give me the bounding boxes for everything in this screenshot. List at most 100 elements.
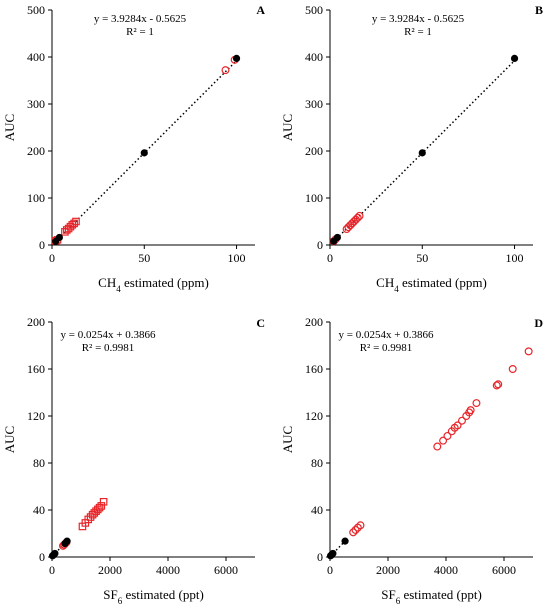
y-tick-label: 500 [27,3,45,17]
trendline-equation: y = 0.0254x + 0.3866 [61,329,156,341]
y-axis-title: AUC [2,114,17,141]
data-point-circle [508,365,517,374]
data-point-square [95,503,104,512]
y-tick-label: 300 [27,97,45,111]
x-tick-label: 50 [416,251,428,265]
x-tick-label: 0 [49,251,55,265]
x-axis-title-main: SF [381,587,395,602]
data-point-circle [492,381,501,390]
data-point-square [84,515,93,524]
trendline-r-squared: R² = 1 [404,26,432,38]
x-axis-title-main: CH [98,275,116,290]
data-point-circle [356,521,365,530]
x-axis-title-subscript: 4 [394,284,399,294]
y-tick-label: 0 [317,238,323,252]
y-axis-title: AUC [280,426,295,453]
y-tick-label: 200 [27,315,45,329]
x-axis-title-rest: estimated (ppm) [121,275,209,290]
y-tick-label: 100 [27,191,45,205]
y-axis-title: AUC [280,114,295,141]
data-point-standard [418,149,426,157]
trendline [333,60,516,243]
trendline-r-squared: R² = 1 [126,26,154,38]
panel-letter: B [535,3,543,17]
data-point-square [97,502,106,510]
y-tick-label: 0 [317,550,323,564]
x-tick-label: 6000 [214,563,238,577]
trendline-equation: y = 3.9284x - 0.5625 [94,13,187,25]
y-tick-label: 80 [33,456,45,470]
x-tick-label: 4000 [156,563,180,577]
trendline [55,60,238,243]
y-tick-label: 200 [305,144,323,158]
y-tick-label: 40 [311,503,323,517]
data-point-circle [439,436,448,445]
x-axis-title-subscript: 6 [118,596,123,606]
x-axis-title-rest: estimated (ppm) [399,275,487,290]
data-point-circle [524,347,533,356]
x-axis-title: SF6 estimated (ppt) [103,587,204,606]
data-point-standard [510,54,519,63]
x-axis-title: SF6 estimated (ppt) [381,587,482,606]
data-point-standard [51,549,59,558]
chart-panel-b: 0 100 200 300 400 500 0 50 100 AUC CH4 estimated (… [280,3,543,294]
data-point-square [99,497,108,506]
panel-letter: C [256,316,265,330]
y-tick-label: 120 [305,409,323,423]
data-point-circle [453,421,462,430]
x-axis-title: CH4 estimated (ppm) [98,275,209,294]
y-axis-title: AUC [2,426,17,453]
data-point-circle [349,528,358,537]
x-tick-label: 100 [228,251,246,265]
trendline-equation: y = 0.0254x + 0.3866 [339,329,434,341]
x-tick-label: 2000 [376,563,400,577]
data-point-circle [221,66,230,75]
y-tick-label: 200 [27,144,45,158]
x-tick-label: 50 [138,251,150,265]
y-tick-label: 120 [27,409,45,423]
chart-panel-a: 0 100 200 300 400 500 0 50 100 AUC CH4 estimated (… [2,3,265,294]
y-tick-label: 160 [305,362,323,376]
y-tick-label: 80 [311,456,323,470]
y-tick-label: 0 [39,238,45,252]
x-tick-label: 0 [49,563,55,577]
data-point-circle [443,431,452,440]
data-point-square [72,217,80,226]
y-tick-label: 500 [305,3,323,17]
y-tick-label: 100 [305,191,323,205]
data-point-circle [353,523,362,532]
x-axis-title-rest: estimated (ppt) [122,587,204,602]
data-point-standard [333,233,341,242]
data-point-circle [466,406,475,415]
y-tick-label: 40 [33,503,45,517]
x-axis-title-main: SF [103,587,117,602]
y-tick-label: 400 [305,50,323,64]
x-tick-label: 0 [327,563,333,577]
data-point-standard [55,233,63,242]
x-tick-label: 0 [327,251,333,265]
data-point-circle [457,416,466,425]
y-tick-label: 200 [305,315,323,329]
y-tick-label: 160 [27,362,45,376]
x-tick-label: 100 [506,251,524,265]
data-point-standard [140,149,148,157]
y-tick-label: 400 [27,50,45,64]
panel-letter: A [256,3,265,17]
trendline-r-squared: R² = 0.9981 [360,342,413,354]
x-axis-title: CH4 estimated (ppm) [376,275,487,294]
y-tick-label: 0 [39,550,45,564]
y-tick-label: 300 [305,97,323,111]
data-point-standard [232,54,241,63]
data-point-standard [341,537,349,545]
x-axis-title-main: CH [376,275,394,290]
x-tick-label: 4000 [434,563,458,577]
data-point-standard [329,549,337,558]
data-point-circle [353,213,362,222]
data-point-circle [494,380,503,389]
panel-letter: D [534,316,543,330]
x-axis-title-subscript: 6 [396,596,401,606]
x-axis-title-rest: estimated (ppt) [400,587,482,602]
